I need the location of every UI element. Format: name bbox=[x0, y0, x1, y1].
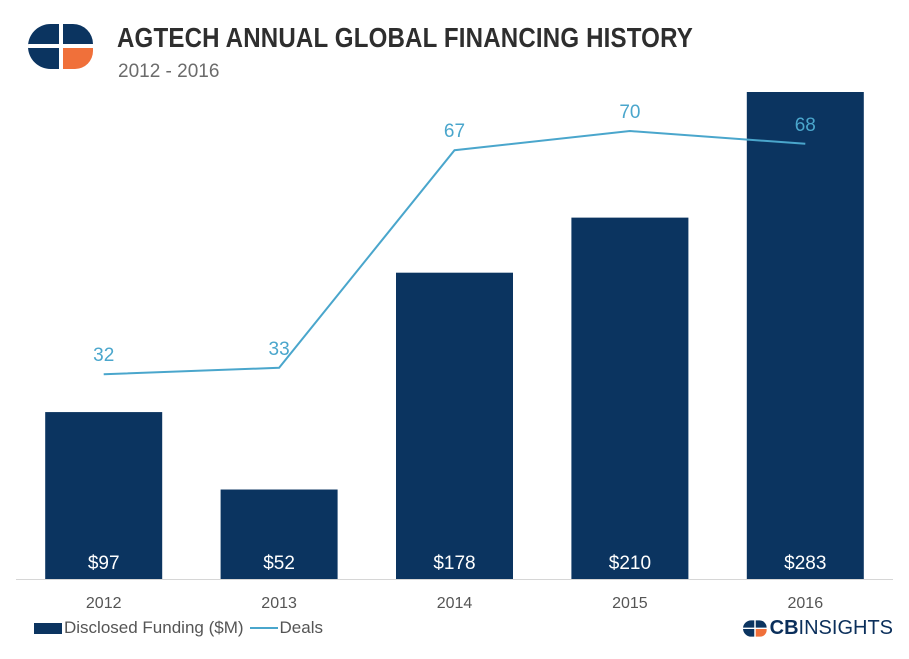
deals-line bbox=[103, 129, 806, 376]
brand-insights-text: INSIGHTS bbox=[798, 617, 893, 639]
cbinsights-logo-icon bbox=[28, 24, 93, 69]
deals-label-2014: 67 bbox=[444, 121, 465, 142]
bar-2012 bbox=[45, 412, 163, 579]
bar-label-2014: $178 bbox=[433, 553, 475, 574]
deals-label-2015: 70 bbox=[619, 102, 640, 123]
legend-label-funding: Disclosed Funding ($M) bbox=[64, 618, 244, 637]
chart-title: AGTECH ANNUAL GLOBAL FINANCING HISTORY bbox=[117, 22, 693, 53]
x-tick-2014: 2014 bbox=[437, 595, 473, 612]
x-tick-2016: 2016 bbox=[788, 595, 824, 612]
chart-legend: Disclosed Funding ($M) Deals bbox=[34, 618, 329, 638]
bar-2013 bbox=[220, 489, 338, 579]
bar-label-2013: $52 bbox=[263, 553, 295, 574]
bar-label-2012: $97 bbox=[88, 553, 120, 574]
bar-2014 bbox=[396, 272, 513, 579]
legend-label-deals: Deals bbox=[279, 618, 323, 637]
legend-bar-swatch bbox=[34, 622, 62, 634]
brand-cb-text: CB bbox=[769, 617, 799, 639]
bar-2016 bbox=[746, 92, 864, 579]
bar-label-2016: $283 bbox=[784, 553, 826, 574]
deals-label-2013: 33 bbox=[269, 339, 290, 360]
bar-label-2015: $210 bbox=[609, 553, 651, 574]
legend-line-swatch bbox=[249, 627, 278, 629]
legend-item-deals: Deals bbox=[249, 618, 323, 638]
cbinsights-small-logo-icon bbox=[742, 620, 767, 637]
x-tick-2012: 2012 bbox=[86, 595, 122, 612]
chart-subtitle: 2012 - 2016 bbox=[118, 61, 220, 82]
x-tick-2015: 2015 bbox=[612, 595, 648, 612]
deals-label-2016: 68 bbox=[795, 115, 816, 136]
deals-label-2012: 32 bbox=[93, 345, 114, 366]
bar-2015 bbox=[571, 217, 689, 580]
legend-item-funding: Disclosed Funding ($M) bbox=[34, 618, 244, 638]
x-tick-2013: 2013 bbox=[261, 595, 297, 612]
cbinsights-brand: CB INSIGHTS bbox=[742, 617, 893, 640]
